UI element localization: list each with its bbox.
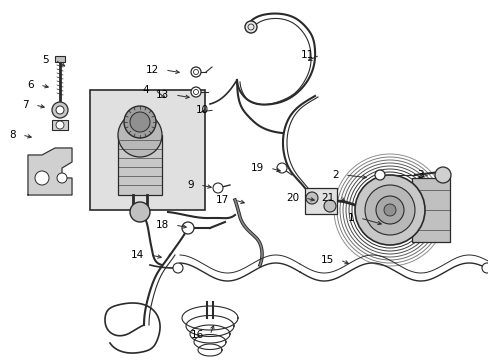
Ellipse shape <box>52 102 68 118</box>
Ellipse shape <box>57 173 67 183</box>
Ellipse shape <box>191 87 201 97</box>
Text: 18: 18 <box>156 220 169 230</box>
Ellipse shape <box>173 263 183 273</box>
Text: 3: 3 <box>417 170 423 180</box>
Ellipse shape <box>244 21 257 33</box>
Ellipse shape <box>56 106 64 114</box>
Text: 21: 21 <box>320 193 333 203</box>
Bar <box>90 90 204 210</box>
Ellipse shape <box>56 121 64 129</box>
Text: 2: 2 <box>332 170 338 180</box>
Polygon shape <box>28 148 72 195</box>
Text: 11: 11 <box>300 50 313 60</box>
Text: 15: 15 <box>320 255 333 265</box>
Bar <box>118 135 162 195</box>
Text: 7: 7 <box>22 100 29 110</box>
Ellipse shape <box>375 196 403 224</box>
Ellipse shape <box>35 171 49 185</box>
Text: 13: 13 <box>156 90 169 100</box>
Text: 9: 9 <box>187 180 194 190</box>
Text: 4: 4 <box>142 85 149 95</box>
Text: 19: 19 <box>250 163 264 173</box>
Ellipse shape <box>118 113 162 157</box>
Ellipse shape <box>364 185 414 235</box>
Ellipse shape <box>276 163 286 173</box>
Ellipse shape <box>354 175 424 245</box>
Text: 10: 10 <box>196 105 208 115</box>
Ellipse shape <box>191 67 201 77</box>
Bar <box>411 178 449 242</box>
Text: 6: 6 <box>27 80 34 90</box>
Text: 14: 14 <box>130 250 143 260</box>
Text: 16: 16 <box>190 330 203 340</box>
Ellipse shape <box>182 222 194 234</box>
Ellipse shape <box>481 263 488 273</box>
Ellipse shape <box>130 112 150 132</box>
Ellipse shape <box>130 202 150 222</box>
Ellipse shape <box>124 106 156 138</box>
Bar <box>305 188 336 214</box>
Text: 17: 17 <box>215 195 228 205</box>
Text: 8: 8 <box>9 130 16 140</box>
Text: 1: 1 <box>346 213 353 223</box>
Ellipse shape <box>434 167 450 183</box>
Ellipse shape <box>374 170 384 180</box>
Text: 20: 20 <box>285 193 298 203</box>
Bar <box>55 56 65 62</box>
Bar <box>52 120 68 130</box>
Ellipse shape <box>305 192 317 204</box>
Text: 12: 12 <box>145 65 159 75</box>
Ellipse shape <box>383 204 395 216</box>
Ellipse shape <box>324 200 335 212</box>
Ellipse shape <box>213 183 223 193</box>
Text: 5: 5 <box>42 55 49 65</box>
